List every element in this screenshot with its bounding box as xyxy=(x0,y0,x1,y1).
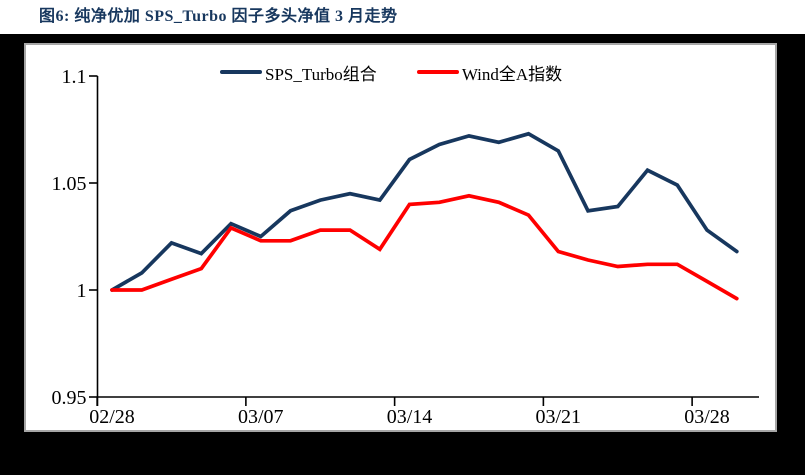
y-tick-label: 1.05 xyxy=(52,173,87,195)
legend-line-sample-sps-turbo xyxy=(220,70,262,74)
series-line-1 xyxy=(110,193,739,301)
x-tick-label: 03/14 xyxy=(387,406,433,428)
legend: SPS_Turbo组合 Wind全A指数 xyxy=(220,60,563,85)
legend-line-sample-wind-index xyxy=(416,70,459,74)
x-tick-label: 02/28 xyxy=(89,406,135,428)
x-tick-label: 03/21 xyxy=(535,406,581,428)
chart-canvas: 0.95 1 1.05 1.1 02/28 03/07 03/14 03/21 03/28 xyxy=(52,66,759,428)
x-tick-label: 03/28 xyxy=(684,406,730,428)
legend-item-sps-turbo: SPS_Turbo组合 xyxy=(220,60,377,85)
legend-item-wind-index: Wind全A指数 xyxy=(416,60,563,85)
x-tick-label: 03/07 xyxy=(238,406,284,428)
y-tick-label: 1 xyxy=(77,280,87,302)
y-tick-label: 0.95 xyxy=(52,387,87,409)
y-tick-label: 1.1 xyxy=(62,66,87,88)
legend-label-sps-turbo: SPS_Turbo组合 xyxy=(265,64,377,84)
title-bar: 图6: 纯净优加 SPS_Turbo 因子多头净值 3 月走势 xyxy=(0,0,805,34)
legend-label-wind-index: Wind全A指数 xyxy=(461,64,563,84)
chart-panel: SPS_Turbo组合 Wind全A指数 0.95 1 1.05 1.1 02/28 03… xyxy=(24,43,777,432)
series-line-0 xyxy=(110,131,739,292)
figure-title: 图6: 纯净优加 SPS_Turbo 因子多头净值 3 月走势 xyxy=(39,8,398,25)
